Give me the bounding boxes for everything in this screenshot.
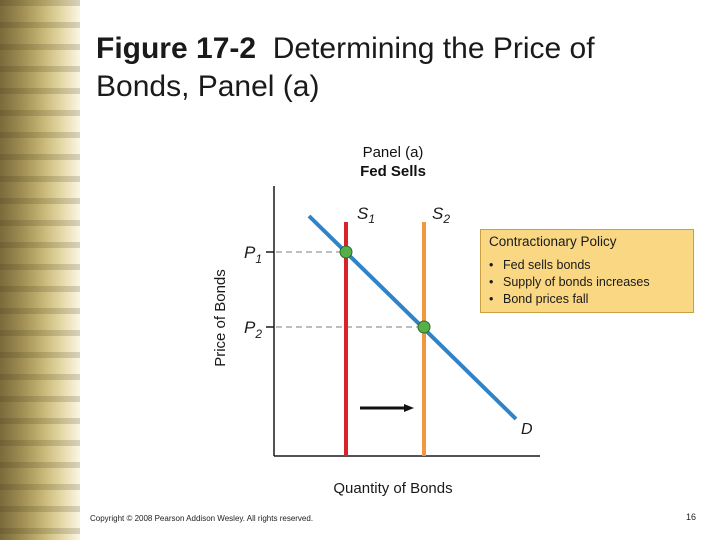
page-number: 16 <box>685 512 696 522</box>
policy-callout: Contractionary Policy Fed sells bonds Su… <box>480 229 694 313</box>
demand-label: D <box>521 421 533 438</box>
shift-arrowhead <box>404 404 414 412</box>
decorative-side-strip <box>0 0 80 540</box>
copyright-notice: Copyright © 2008 Pearson Addison Wesley.… <box>90 514 314 523</box>
price-2-label: P2 <box>244 318 262 341</box>
equilibrium-point-1 <box>339 245 353 259</box>
x-axis-title: Quantity of Bonds <box>333 480 452 497</box>
figure-title: Determining the Price of Bonds, Panel (a… <box>96 32 595 103</box>
policy-list: Fed sells bonds Supply of bonds increase… <box>489 257 685 308</box>
figure-number: Figure 17-2 <box>96 32 257 65</box>
policy-title: Contractionary Policy <box>489 234 617 249</box>
policy-item: Bond prices fall <box>489 291 685 308</box>
policy-item: Supply of bonds increases <box>489 274 685 291</box>
supply-2-label: S2 <box>432 204 450 226</box>
supply-1-label: S1 <box>357 204 375 226</box>
y-axis-title: Price of Bonds <box>212 269 229 367</box>
panel-label: Panel (a) <box>362 144 424 161</box>
equilibrium-point-2 <box>417 320 431 334</box>
panel-subtitle: Fed Sells <box>360 163 426 180</box>
slide-title: Figure 17-2 Determining the Price of Bon… <box>96 30 696 106</box>
price-1-label: P1 <box>244 243 262 266</box>
policy-item: Fed sells bonds <box>489 257 685 274</box>
